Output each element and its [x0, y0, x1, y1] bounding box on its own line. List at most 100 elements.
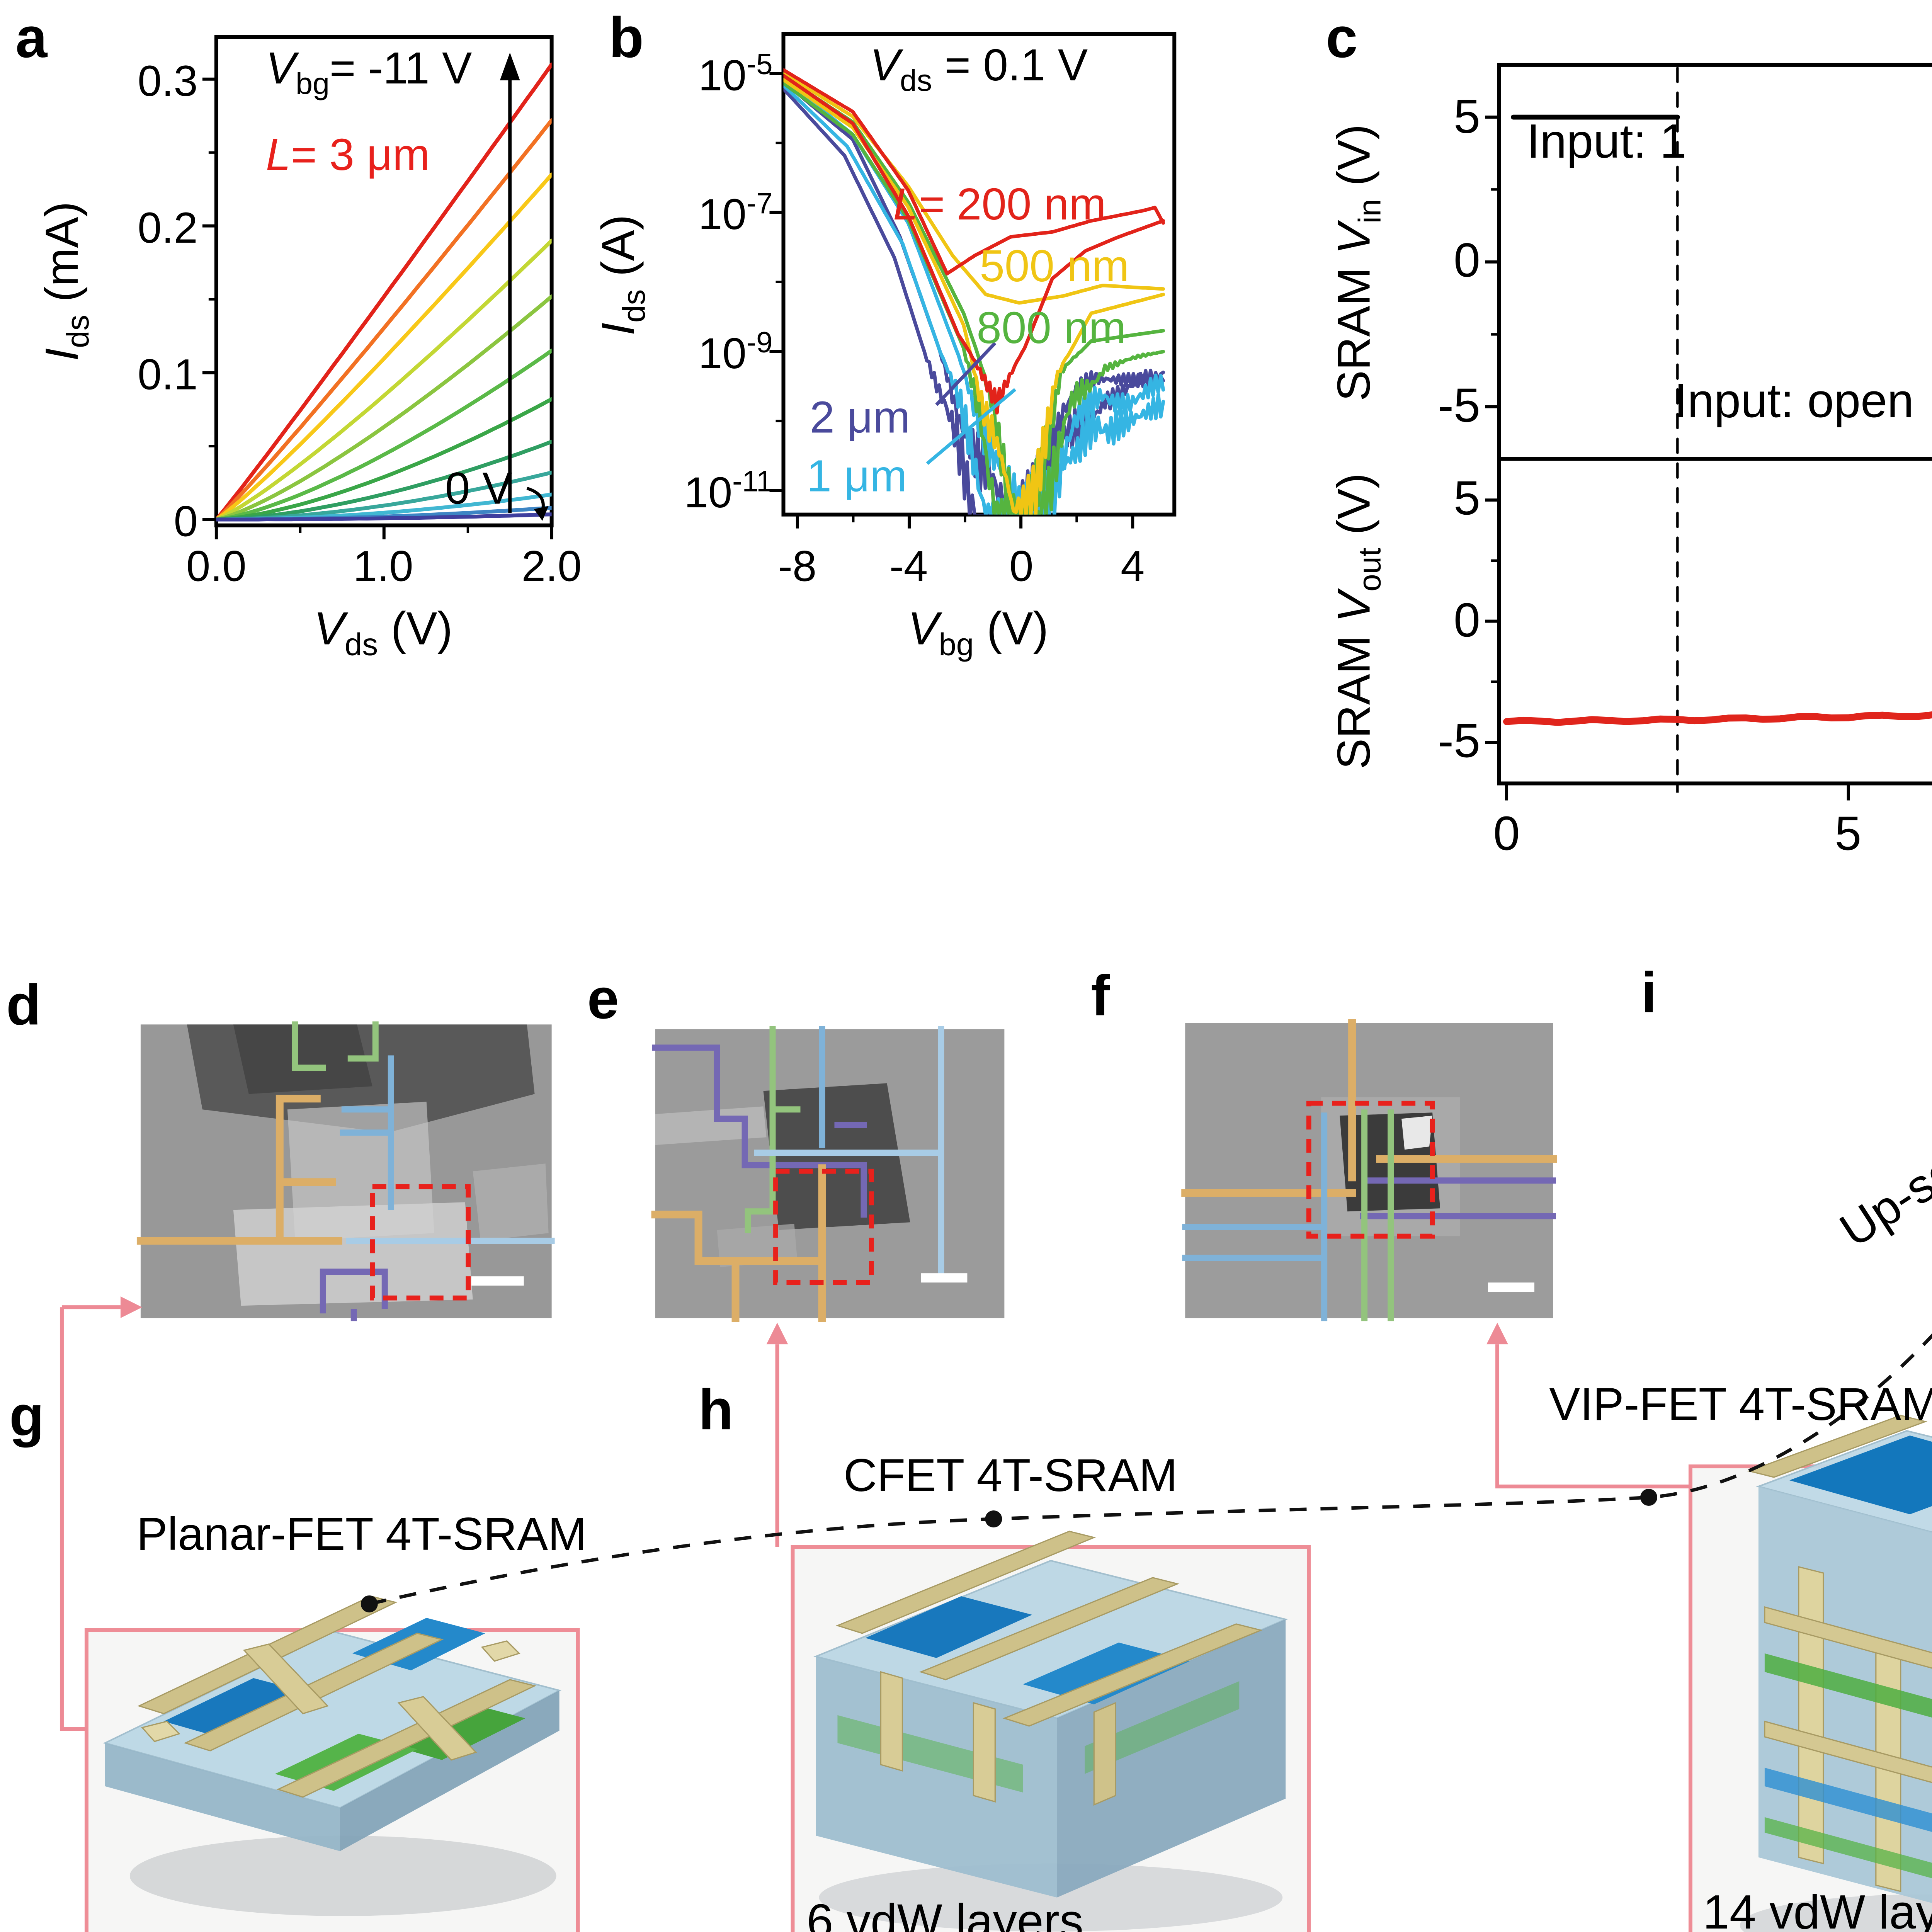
panel-c-vin-ylabel: SRAM Vin (V): [1329, 124, 1388, 401]
sem-d-green-electrode: [292, 1021, 379, 1071]
panel-b-curves: [783, 68, 1165, 515]
panel-i-title: VIP-FET 4T-SRAM: [1549, 1380, 1932, 1431]
panel-a-zero-v-annotation: 0 V: [445, 465, 512, 515]
panel-c-vin-ytick-marks: [1485, 116, 1499, 408]
panel-a-ytick: 0.2: [138, 204, 198, 252]
sem-f-scale-bar: [1488, 1282, 1535, 1292]
sem-e-scale-bar: [921, 1273, 968, 1283]
panel-a-label: a: [15, 6, 48, 70]
connector-f-arrowhead-icon: [1486, 1323, 1509, 1345]
panel-b-condition: Vds = 0.1 V: [870, 41, 1088, 99]
panel-c-vin-ytick: -5: [1437, 378, 1481, 433]
panel-a-xtick: 0.0: [186, 542, 247, 590]
render-g-gold-electrodes: [137, 1595, 537, 1798]
data-curve: [783, 83, 1165, 515]
connector-g-to-d: [60, 1305, 121, 1731]
render-g-blue-channel: [163, 1678, 318, 1740]
panel-c-label: c: [1326, 6, 1358, 70]
sem-image-d: [136, 1021, 555, 1321]
panel-h-title: CFET 4T-SRAM: [844, 1451, 1178, 1502]
sem-e-purple-electrode: [652, 1044, 867, 1218]
panel-b-ytick: 10-5: [698, 49, 773, 100]
panel-g-title: Planar-FET 4T-SRAM: [136, 1510, 587, 1561]
render-i-green-channel: [1764, 1653, 1932, 1718]
data-curve: [783, 81, 1165, 515]
render-g-planar-fet-sram: [103, 1595, 562, 1916]
panel-a-zero-v-pointer: [526, 486, 549, 521]
data-curve: [783, 78, 1165, 515]
sem-f-highlight-box: [1306, 1100, 1435, 1239]
panel-a-ylabel: Ids (mA): [37, 201, 97, 361]
connector-e-arrowhead-icon: [766, 1323, 788, 1345]
pink-connectors: [60, 1305, 1690, 1731]
panel-a-ytick: 0: [173, 497, 198, 546]
panel-c-open1-annotation: Input: open: [1674, 374, 1914, 428]
panel-b-ytick: 10-7: [698, 188, 773, 239]
sem-e-green-electrode: [745, 1026, 801, 1233]
panel-a-xtick-marks: [214, 525, 553, 539]
panel-b-xtick: 0: [1009, 542, 1034, 590]
sem-image-e: [651, 1026, 1005, 1322]
panel-c-vout-ytick: 0: [1454, 593, 1481, 648]
panel-b-xlabel: Vbg (V): [908, 604, 1049, 663]
data-curve: [216, 439, 552, 522]
data-curve: [783, 71, 1165, 305]
sem-f-purple-electrode: [1360, 1177, 1556, 1219]
render-i-vip-fet-sram: [1740, 1415, 1932, 1932]
panel-c-plot: [1485, 63, 1932, 801]
panel-a-ytick: 0.3: [138, 57, 198, 105]
panel-c-vout-ytick-marks: [1485, 498, 1499, 744]
panel-a-gate-condition: Vbg= -11 V: [265, 44, 472, 102]
panel-b-xtick-marks: [796, 514, 1134, 529]
connector-d-arrowhead-icon: [120, 1296, 142, 1318]
panel-e-label: e: [587, 967, 619, 1031]
sem-f-green-electrode: [1361, 1109, 1394, 1321]
panel-c-vout-ytick: 5: [1454, 471, 1481, 526]
panel-a-plot: [202, 35, 554, 539]
panel-c-xtick: 0: [1493, 806, 1520, 861]
panel-a-ytick-marks: [202, 77, 216, 521]
data-curve: [216, 294, 552, 522]
data-curve: [216, 238, 552, 522]
panel-b-legend-800nm: 800 nm: [976, 304, 1126, 354]
panel-a-xtick: 2.0: [521, 542, 582, 590]
panel-c-traces: [1503, 66, 1932, 782]
panel-f-label: f: [1091, 964, 1110, 1028]
panel-b-xtick: -8: [778, 542, 817, 590]
data-curve: [216, 172, 552, 522]
panel-b-legend-500nm: 500 nm: [980, 242, 1129, 292]
sem-d-purple-electrode: [320, 1269, 388, 1321]
panel-b-xtick: -4: [889, 542, 928, 590]
sem-f-blue-electrode: [1182, 1112, 1328, 1321]
panel-a-length-annotation: L= 3 μm: [265, 131, 430, 181]
panel-a-ytick: 0.1: [138, 350, 198, 399]
upscaling-trajectory: [361, 1333, 1932, 1612]
data-curve: [1503, 711, 1932, 726]
panel-b-ytick: 10-9: [698, 327, 773, 378]
render-h-blue-channel: [865, 1596, 1032, 1658]
panel-h-label: h: [698, 1378, 733, 1442]
panel-b-ytick: 10-11: [684, 466, 773, 517]
panel-b-legend-1um: 1 μm: [806, 452, 907, 502]
data-curve: [216, 397, 552, 522]
panel-b-label: b: [609, 6, 644, 70]
sem-d-blue-electrode: [340, 1055, 394, 1210]
panel-a-xtick: 1.0: [353, 542, 413, 590]
panel-b-1um-pointer-line: [926, 388, 1017, 465]
data-curve: [216, 512, 552, 522]
panel-c-vout-ytick: -5: [1437, 714, 1481, 768]
data-curve: [783, 87, 1165, 515]
panel-i-caption: 14 vdW layers: [1702, 1885, 1932, 1932]
panel-b-legend-200nm: L= 200 nm: [893, 180, 1106, 230]
data-curve: [216, 349, 552, 522]
panel-b-legend-2um: 2 μm: [810, 394, 910, 444]
data-curve: [783, 73, 1165, 415]
panel-i-label: i: [1641, 961, 1657, 1025]
data-curve: [216, 62, 552, 522]
data-curve: [783, 80, 1165, 515]
panel-a-gate-sweep-arrow: [500, 52, 520, 513]
panel-c-vin-ytick: 5: [1454, 89, 1481, 144]
panel-b-plot: [769, 32, 1177, 529]
sem-e-orange-electrode: [651, 1164, 826, 1322]
